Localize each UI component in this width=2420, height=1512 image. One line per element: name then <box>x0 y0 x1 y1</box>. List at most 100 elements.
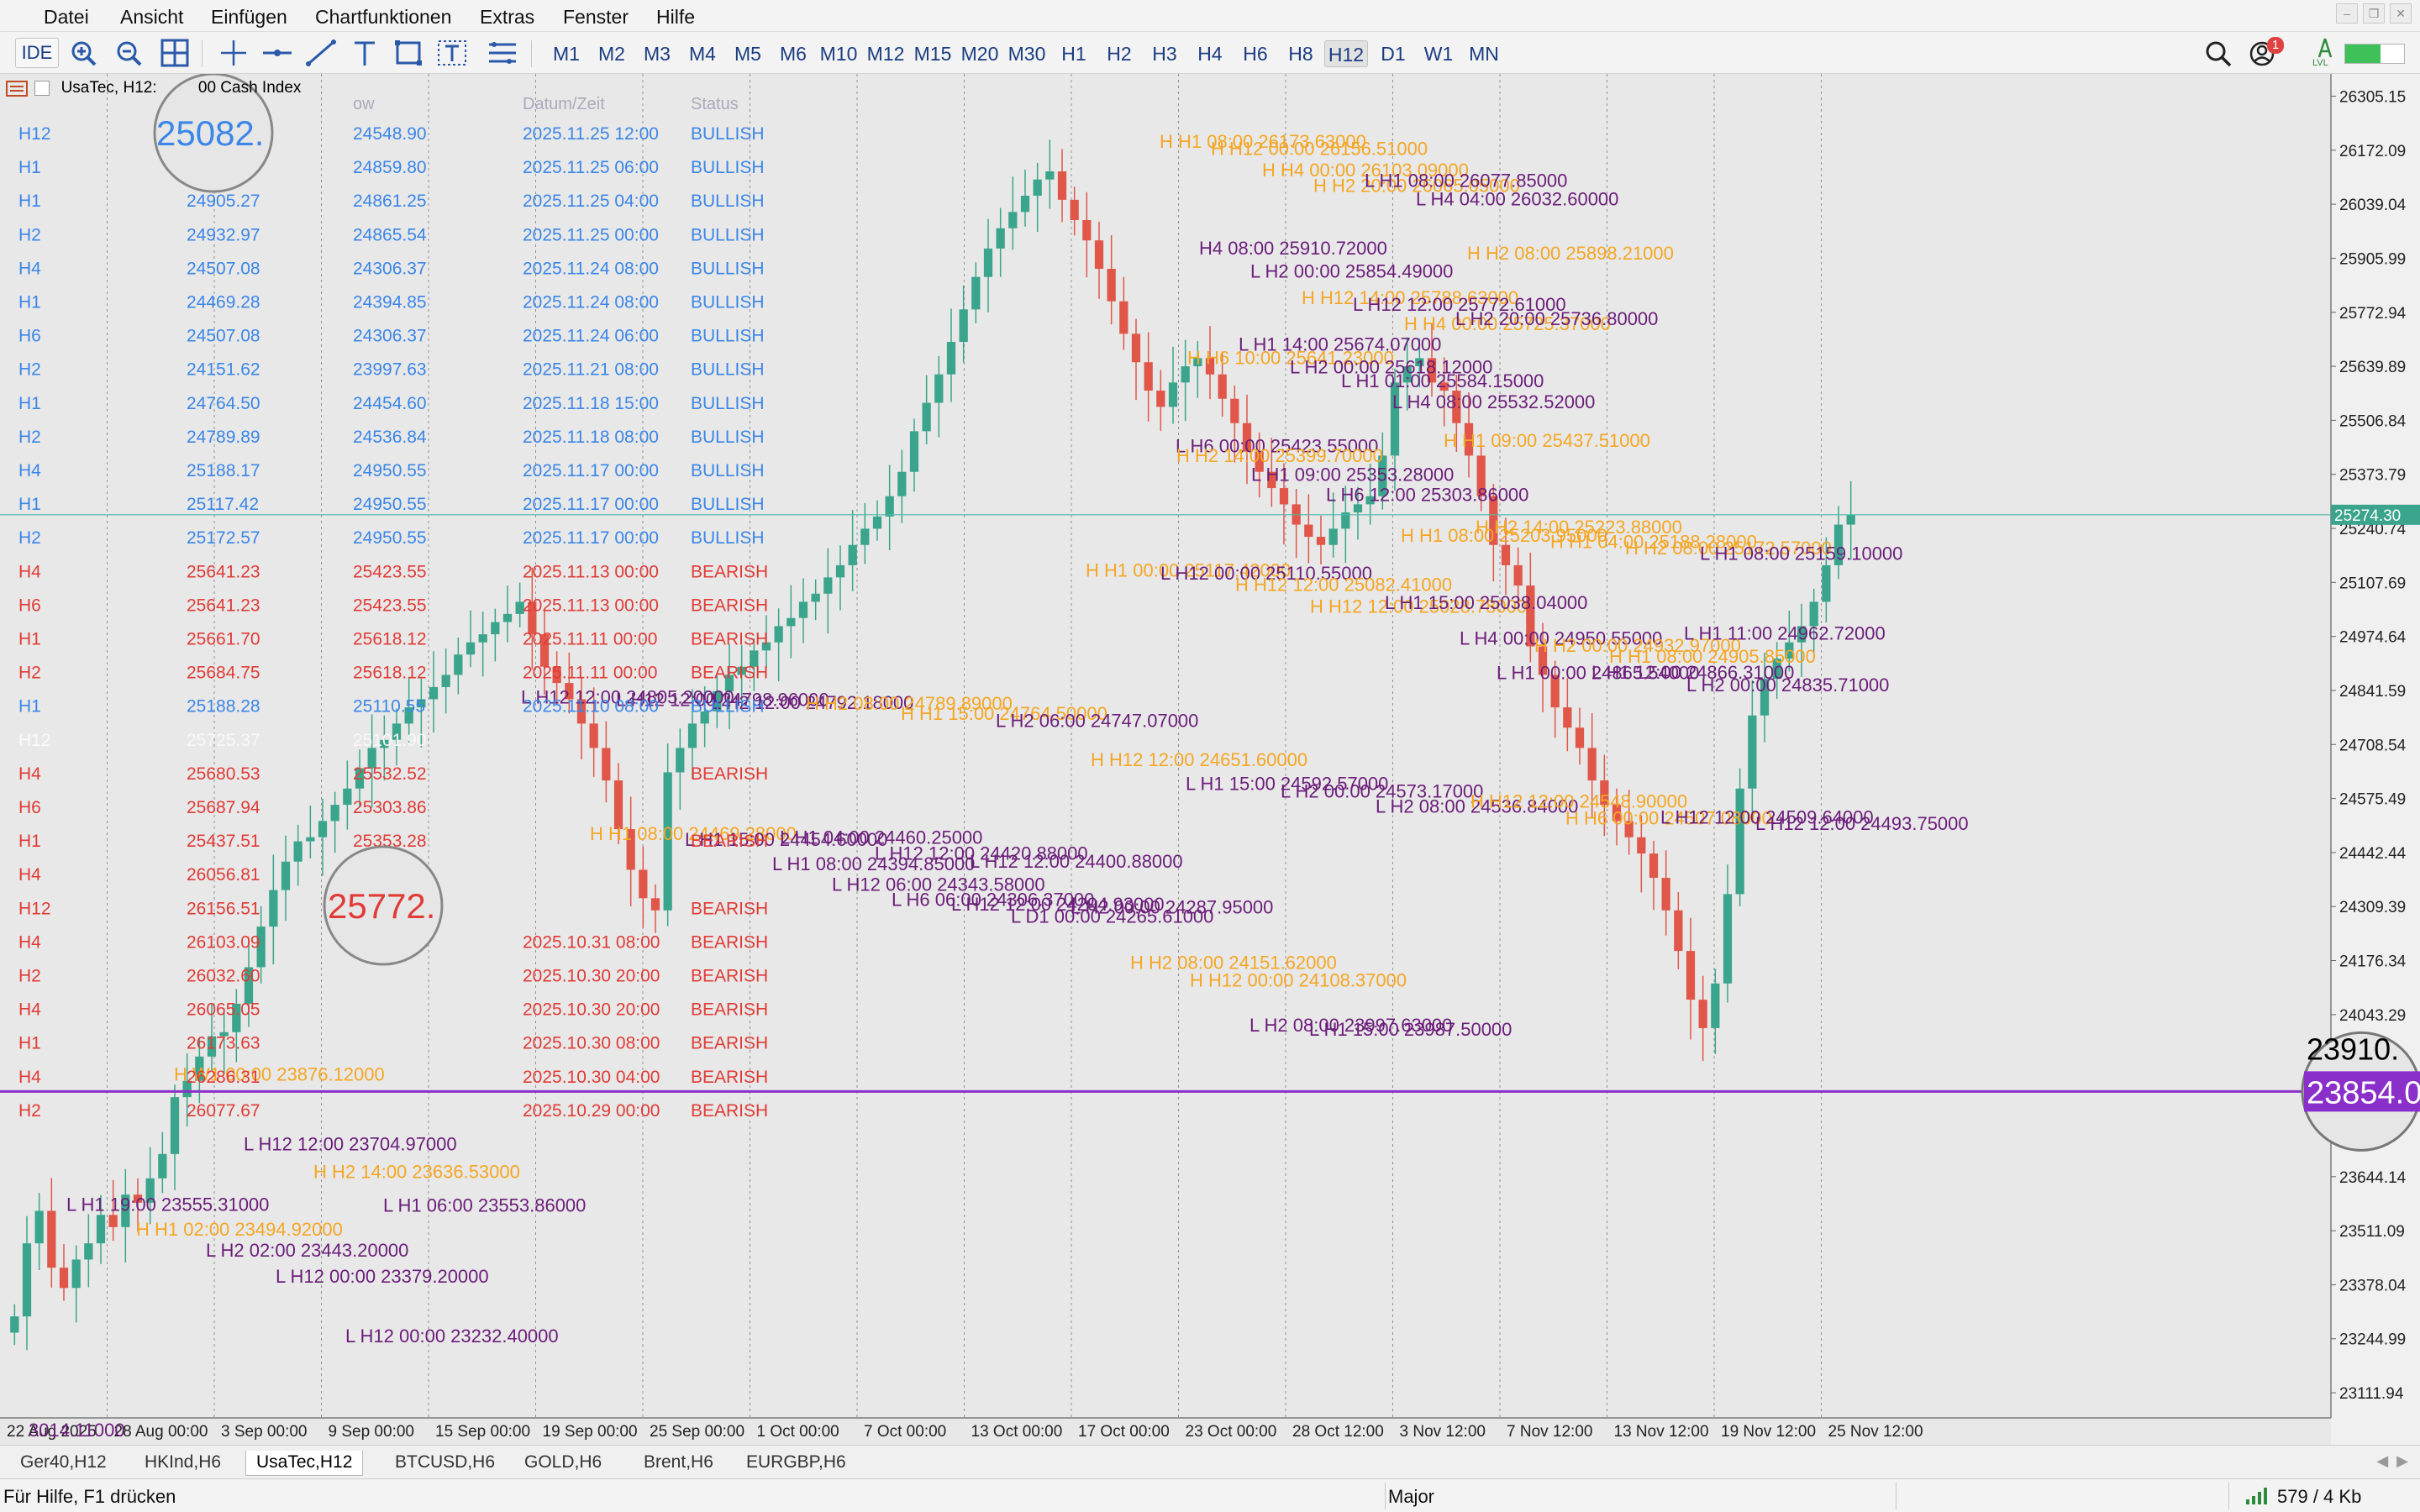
table-cell: 2025.11.11 00:00 <box>523 664 657 683</box>
timeframe-mn[interactable]: MN <box>1469 43 1499 65</box>
grid-icon[interactable] <box>158 38 192 68</box>
timeframe-m1[interactable]: M1 <box>553 43 580 65</box>
rectangle-icon[interactable] <box>392 38 425 68</box>
timeframe-h8[interactable]: H8 <box>1288 43 1313 65</box>
tab-brent-h6[interactable]: Brent,H6 <box>644 1452 713 1472</box>
candle-body <box>1439 382 1449 391</box>
chart-window[interactable]: 26305.15 26172.09 26039.04 25905.99 25772.94… <box>0 74 2420 1445</box>
candle-body <box>34 1210 44 1244</box>
candle-body <box>1119 301 1128 334</box>
table-cell: 25423.55 <box>353 562 427 581</box>
timeframe-m2[interactable]: M2 <box>598 43 625 65</box>
tab-hkind-h6[interactable]: HKInd,H6 <box>145 1452 222 1472</box>
menu-chartfunktionen[interactable]: Chartfunktionen <box>315 6 452 28</box>
timeframe-m3[interactable]: M3 <box>644 43 671 65</box>
table-cell: H1 <box>18 192 41 211</box>
tab-gold-h6[interactable]: GOLD,H6 <box>524 1452 602 1472</box>
candle-body <box>589 723 598 748</box>
level-label: H H1 08:00 24905.85000 <box>1609 646 1816 667</box>
table-cell: H2 <box>18 360 41 380</box>
price-chart[interactable]: 26305.15 26172.09 26039.04 25905.99 25772.94… <box>0 74 2420 1445</box>
candle-body <box>343 788 352 806</box>
search-icon[interactable] <box>2203 39 2233 69</box>
timeframe-m5[interactable]: M5 <box>734 43 761 65</box>
timeframe-h3[interactable]: H3 <box>1152 43 1177 65</box>
candle-body <box>269 890 278 927</box>
menu-ansicht[interactable]: Ansicht <box>120 6 184 28</box>
table-cell: 25687.94 <box>187 798 260 817</box>
status-profile[interactable]: Major <box>1388 1486 1435 1507</box>
tab-scroll-arrows[interactable]: ◀ ▶ <box>2376 1452 2408 1469</box>
timeframe-m30[interactable]: M30 <box>1007 43 1046 65</box>
ide-button[interactable]: IDE <box>15 38 59 68</box>
timeframe-m12[interactable]: M12 <box>866 43 905 65</box>
candle-body <box>281 861 291 890</box>
table-cell: 2025.10.29 00:00 <box>523 1101 660 1121</box>
menu-hilfe[interactable]: Hilfe <box>656 6 696 28</box>
timeframe-m4[interactable]: M4 <box>689 43 716 65</box>
timeframe-m15[interactable]: M15 <box>913 43 952 65</box>
timeframe-h6[interactable]: H6 <box>1243 43 1268 65</box>
timeframe-w1[interactable]: W1 <box>1423 43 1454 65</box>
candle-body <box>1365 496 1375 505</box>
tab-usatec-h12[interactable]: UsaTec,H12 <box>245 1451 364 1476</box>
signal-indicator[interactable]: LVL <box>2312 37 2338 71</box>
candle-body <box>528 601 537 635</box>
close-icon[interactable]: ✕ <box>2390 3 2412 24</box>
chart-title-bar: UsaTec, H12: 00 Cash Index <box>5 79 301 97</box>
minimize-icon[interactable]: – <box>2336 3 2358 24</box>
level-label: H H2 00:00 24932.97000 <box>1534 635 1741 656</box>
candle-body <box>750 650 759 667</box>
menu-bar: Datei Ansicht Einfügen Chartfunktionen E… <box>0 0 2420 32</box>
tab-ger40-h12[interactable]: Ger40,H12 <box>20 1452 107 1472</box>
trend-line-icon[interactable] <box>304 38 338 68</box>
candle-body <box>1415 358 1424 367</box>
table-cell: H4 <box>18 764 41 784</box>
timeframe-d1[interactable]: D1 <box>1381 43 1406 65</box>
chart-menu-icon[interactable] <box>5 79 30 97</box>
table-cell: 2025.11.18 08:00 <box>523 428 659 447</box>
menu-fenster[interactable]: Fenster <box>563 6 629 28</box>
table-cell: H1 <box>18 630 41 649</box>
menu-einfuegen[interactable]: Einfügen <box>211 6 287 28</box>
zoom-in-icon[interactable] <box>67 38 101 68</box>
table-cell: H1 <box>18 697 41 717</box>
account-icon <box>2249 41 2275 66</box>
timeframe-h1[interactable]: H1 <box>1061 43 1086 65</box>
level-label: H H1 08:00 25203.95000 <box>1401 525 1607 546</box>
zoom-out-icon[interactable] <box>113 38 146 68</box>
time-tick-label: 13 Nov 12:00 <box>1614 1423 1709 1441</box>
fibonacci-icon[interactable] <box>486 38 519 68</box>
timeframe-m10[interactable]: M10 <box>819 43 858 65</box>
timeframe-h2[interactable]: H2 <box>1107 43 1132 65</box>
level-label: L H1 15:00 24592.57000 <box>1186 773 1388 794</box>
table-cell: 2025.11.25 06:00 <box>523 158 659 177</box>
chart-tabs: Ger40,H12 HKInd,H6 UsaTec,H12 BTCUSD,H6 … <box>0 1445 2420 1478</box>
candle-body <box>108 1215 118 1227</box>
tab-btcusd-h6[interactable]: BTCUSD,H6 <box>395 1452 496 1472</box>
timeframe-h4[interactable]: H4 <box>1197 43 1223 65</box>
table-cell: BEARISH <box>691 967 768 986</box>
candle-body <box>650 898 660 911</box>
tab-eurgbp-h6[interactable]: EURGBP,H6 <box>746 1452 846 1472</box>
notifications-button[interactable]: 1 <box>2249 37 2284 69</box>
crosshair-icon[interactable] <box>217 38 250 68</box>
timeframe-m20[interactable]: M20 <box>960 43 999 65</box>
level-label: L H2 00:00 24835.71000 <box>1686 675 1889 696</box>
vertical-line-icon[interactable] <box>348 38 381 68</box>
candle-body <box>59 1268 69 1289</box>
horizontal-line-icon[interactable] <box>260 38 294 68</box>
candle-body <box>1833 524 1844 565</box>
timeframe-m6[interactable]: M6 <box>780 43 807 65</box>
signal-label: LVL <box>2312 58 2328 68</box>
table-cell: H2 <box>18 967 41 986</box>
menu-datei[interactable]: Datei <box>44 6 89 28</box>
price-tick-label: 24309.39 <box>2339 899 2406 916</box>
restore-icon[interactable]: ❐ <box>2363 3 2385 24</box>
menu-extras[interactable]: Extras <box>480 6 535 28</box>
text-icon[interactable] <box>435 38 469 68</box>
timeframe-h12[interactable]: H12 <box>1324 40 1368 67</box>
candle-body <box>1464 423 1474 456</box>
table-cell: H4 <box>18 1068 41 1087</box>
price-tick-label: 26305.15 <box>2339 89 2406 107</box>
